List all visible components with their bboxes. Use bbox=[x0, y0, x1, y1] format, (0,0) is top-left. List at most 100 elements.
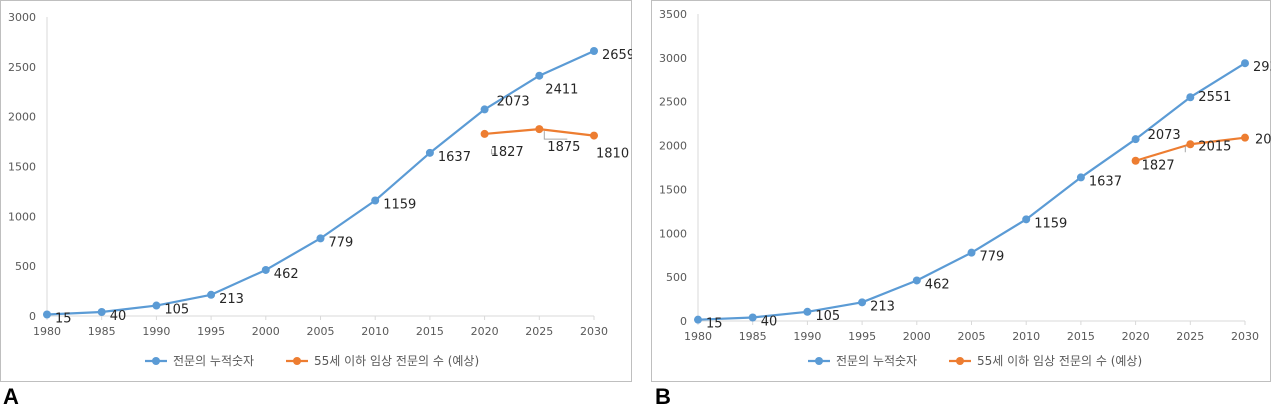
x-tick-label: 1990 bbox=[142, 325, 170, 338]
series-projected-data-label: 1827 bbox=[1142, 159, 1175, 174]
series-cumulative-data-label: 462 bbox=[925, 277, 950, 292]
series-cumulative-point bbox=[748, 313, 757, 322]
x-tick-label: 2020 bbox=[471, 325, 499, 338]
series-projected-point bbox=[1186, 140, 1195, 149]
legend-marker-cumulative bbox=[152, 357, 160, 365]
series-projected-point bbox=[480, 129, 489, 138]
series-cumulative-point bbox=[803, 307, 812, 316]
legend-marker-projected bbox=[956, 357, 964, 365]
x-tick-label: 2000 bbox=[252, 325, 280, 338]
x-tick-label: 2025 bbox=[525, 325, 553, 338]
series-cumulative-point bbox=[967, 248, 976, 257]
chart-frame bbox=[0, 0, 632, 382]
series-cumulative-data-label: 2073 bbox=[1148, 128, 1181, 143]
chart-b-svg: 0 500 1000 1500 2000 2500 3000 3500 1980 1985 1990… bbox=[651, 0, 1271, 382]
series-cumulative-point bbox=[97, 308, 106, 317]
panel-label-b: B bbox=[655, 384, 671, 409]
x-tick-label: 1995 bbox=[848, 330, 876, 343]
y-tick-label: 0 bbox=[680, 315, 687, 328]
series-cumulative-data-label: 1637 bbox=[1089, 174, 1122, 189]
series-cumulative-data-label: 40 bbox=[761, 314, 778, 329]
series-cumulative-point bbox=[1241, 59, 1249, 68]
series-cumulative-point bbox=[316, 234, 325, 243]
series-cumulative-data-label: 2411 bbox=[545, 83, 578, 98]
x-tick-label: 1980 bbox=[684, 330, 712, 343]
x-tick-label: 1985 bbox=[739, 330, 767, 343]
y-tick-label: 2000 bbox=[8, 111, 36, 124]
series-projected-point bbox=[1131, 156, 1140, 165]
x-tick-label: 2000 bbox=[903, 330, 931, 343]
y-tick-label: 2000 bbox=[659, 140, 687, 153]
series-projected-data-label: 1810 bbox=[596, 147, 629, 162]
y-tick-label: 1000 bbox=[659, 227, 687, 240]
series-cumulative-point bbox=[152, 301, 161, 310]
series-cumulative-data-label: 2551 bbox=[1198, 90, 1231, 105]
series-cumulative-point bbox=[1022, 215, 1031, 224]
series-cumulative-data-label: 213 bbox=[219, 292, 244, 307]
y-tick-label: 1500 bbox=[659, 183, 687, 196]
series-cumulative-point bbox=[480, 105, 489, 114]
series-cumulative-point bbox=[207, 290, 216, 299]
series-cumulative-point bbox=[371, 196, 380, 205]
legend-label-cumulative: 전문의 누적숫자 bbox=[836, 354, 917, 368]
chart-panel-b: 0 500 1000 1500 2000 2500 3000 3500 1980 1985 1990… bbox=[651, 0, 1271, 382]
series-cumulative-point bbox=[43, 310, 51, 319]
series-cumulative-point bbox=[1186, 93, 1195, 102]
data-label-leader-line bbox=[491, 148, 497, 155]
panel-label-a: A bbox=[3, 384, 19, 409]
x-tick-label: 2015 bbox=[1067, 330, 1095, 343]
series-projected-point bbox=[535, 125, 544, 134]
y-tick-label: 500 bbox=[15, 260, 36, 273]
y-tick-label: 3000 bbox=[8, 11, 36, 24]
series-cumulative-data-label: 2939 bbox=[1253, 60, 1271, 75]
legend-label-cumulative: 전문의 누적숫자 bbox=[173, 354, 254, 368]
series-cumulative-point bbox=[912, 276, 921, 285]
series-cumulative-data-label: 40 bbox=[110, 309, 127, 324]
chart-panel-a: 0 500 1000 1500 2000 2500 3000 1980 1985 1990 1995… bbox=[0, 0, 632, 382]
series-cumulative-point bbox=[590, 46, 598, 55]
series-projected-data-label: 1875 bbox=[547, 140, 580, 155]
y-tick-label: 2500 bbox=[659, 96, 687, 109]
x-tick-label: 1995 bbox=[197, 325, 225, 338]
series-cumulative-data-label: 213 bbox=[870, 299, 895, 314]
legend-label-projected: 55세 이하 임상 전문의 수 (예상) bbox=[977, 354, 1142, 368]
x-tick-label: 2025 bbox=[1176, 330, 1204, 343]
series-cumulative-data-label: 15 bbox=[55, 312, 72, 327]
legend-marker-cumulative bbox=[815, 357, 823, 365]
y-tick-label: 3500 bbox=[659, 8, 687, 21]
series-cumulative-data-label: 462 bbox=[274, 267, 299, 282]
x-tick-label: 2030 bbox=[580, 325, 608, 338]
x-tick-label: 2005 bbox=[307, 325, 335, 338]
series-cumulative-point bbox=[535, 71, 544, 80]
series-cumulative-data-label: 1159 bbox=[1034, 216, 1067, 231]
y-tick-label: 3000 bbox=[659, 52, 687, 65]
chart-a-svg: 0 500 1000 1500 2000 2500 3000 1980 1985 1990 1995… bbox=[0, 0, 632, 382]
x-tick-label: 2005 bbox=[958, 330, 986, 343]
y-tick-label: 1000 bbox=[8, 210, 36, 223]
series-projected-point bbox=[1241, 133, 1249, 142]
series-cumulative-data-label: 2073 bbox=[497, 94, 530, 109]
y-tick-label: 500 bbox=[666, 271, 687, 284]
data-label-leader-line bbox=[543, 131, 568, 140]
series-cumulative-data-label: 105 bbox=[815, 309, 840, 324]
series-cumulative-point bbox=[1131, 135, 1140, 144]
x-tick-label: 1990 bbox=[793, 330, 821, 343]
x-tick-label: 2010 bbox=[361, 325, 389, 338]
series-cumulative-point bbox=[858, 298, 867, 307]
series-projected-data-label: 2090 bbox=[1255, 133, 1271, 148]
series-cumulative-data-label: 2659 bbox=[602, 48, 632, 63]
legend-marker-projected bbox=[293, 357, 301, 365]
chart-frame bbox=[651, 0, 1271, 382]
x-tick-label: 1985 bbox=[88, 325, 116, 338]
x-tick-label: 2020 bbox=[1122, 330, 1150, 343]
series-projected-point bbox=[590, 131, 598, 140]
x-tick-label: 2015 bbox=[416, 325, 444, 338]
x-tick-label: 1980 bbox=[33, 325, 61, 338]
y-tick-label: 0 bbox=[29, 310, 36, 323]
series-projected-data-label: 2015 bbox=[1198, 139, 1231, 154]
legend-label-projected: 55세 이하 임상 전문의 수 (예상) bbox=[314, 354, 479, 368]
series-cumulative-data-label: 15 bbox=[706, 317, 723, 332]
series-cumulative-data-label: 1159 bbox=[383, 197, 416, 212]
series-projected-data-label: 1827 bbox=[491, 145, 524, 160]
series-cumulative-data-label: 779 bbox=[980, 250, 1005, 265]
